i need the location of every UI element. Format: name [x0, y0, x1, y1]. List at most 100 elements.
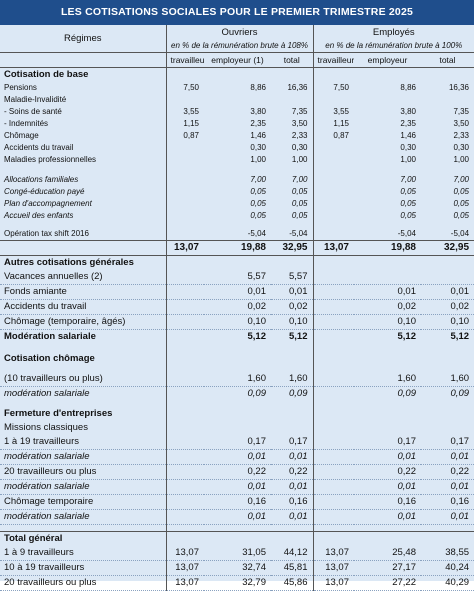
value-cell [354, 421, 421, 435]
value-cell [204, 407, 271, 421]
value-cell [312, 372, 354, 387]
value-cell: 7,00 [250, 175, 266, 184]
value-cell [271, 352, 313, 366]
value-cell [312, 174, 354, 186]
table-row: modération salariale 0,01 0,01 0,01 0,01 [0, 479, 474, 495]
row-label: Maladie-Invalidité [4, 95, 67, 104]
value-cell [421, 270, 474, 285]
value-cell: 0,01 [421, 284, 474, 300]
value-cell: 0,01 [354, 449, 421, 465]
value-cell [165, 352, 204, 366]
value-cell: 0,10 [354, 314, 421, 330]
value-cell [271, 407, 313, 421]
value-cell: 5,12 [397, 331, 417, 342]
value-cell: 0,05 [400, 187, 416, 196]
value-cell [165, 372, 204, 387]
value-cell [204, 166, 271, 174]
value-cell [354, 407, 421, 421]
value-cell: 5,12 [247, 331, 267, 342]
row-label: 1 à 19 travailleurs [0, 435, 166, 450]
row-label: Congé-éducation payé [4, 187, 85, 196]
value-cell: 0,01 [354, 509, 421, 525]
value-cell: 0,01 [354, 284, 421, 300]
value-cell [312, 299, 354, 315]
value-cell: 0,01 [271, 284, 313, 300]
table-row: Vacances annuelles (2) 5,57 5,57 [0, 270, 474, 285]
value-cell [165, 228, 204, 241]
value-cell: 0,09 [247, 388, 267, 399]
value-cell [165, 142, 204, 154]
value-cell: 13,07 [165, 575, 204, 591]
value-cell: 0,30 [453, 143, 470, 152]
value-cell: 0,05 [400, 211, 416, 220]
value-cell [312, 509, 354, 525]
value-cell [421, 94, 474, 106]
table-row: Accidents du travail 0,02 0,02 0,02 0,02 [0, 299, 474, 315]
value-cell: 45,86 [271, 575, 313, 591]
value-cell: 0,22 [421, 464, 474, 480]
row-label [0, 344, 166, 352]
row-label [0, 525, 166, 532]
value-cell: 32,79 [204, 575, 271, 591]
spacer-row [0, 166, 474, 174]
value-cell: 27,17 [354, 560, 421, 576]
page-title: LES COTISATIONS SOCIALES POUR LE PREMIER… [0, 0, 474, 25]
value-cell [312, 198, 354, 210]
value-cell [312, 352, 354, 366]
section-autres-title: Autres cotisations générales [0, 255, 474, 270]
value-cell: 0,87 [165, 130, 204, 142]
section-chomage-title: Cotisation chômage [0, 352, 474, 366]
table-row: Fonds amiante 0,01 0,01 0,01 0,01 [0, 284, 474, 300]
table-row: Accidents du travail 0,30 0,30 0,30 0,30 [0, 142, 474, 154]
value-cell [421, 68, 474, 83]
table-row: 1 à 19 travailleurs 0,17 0,17 0,17 0,17 [0, 435, 474, 450]
row-label: - Soins de santé [4, 107, 62, 116]
value-cell: 25,48 [354, 546, 421, 561]
row-label: Fermeture d'entreprises [4, 408, 113, 419]
row-label: 20 travailleurs ou plus [0, 575, 166, 591]
value-cell: 13,07 [312, 575, 354, 591]
value-cell: 0,09 [289, 388, 308, 399]
value-cell: 0,16 [271, 494, 313, 510]
value-cell [312, 421, 354, 435]
value-cell [312, 67, 354, 82]
value-cell: 0,02 [354, 299, 421, 315]
row-label: modération salariale [4, 388, 90, 399]
value-cell: 0,22 [204, 464, 271, 480]
spacer-row [0, 366, 474, 372]
table-row: Maladies professionnelles 1,00 1,00 1,00 1,0… [0, 154, 474, 166]
value-cell: -5,04 [247, 229, 266, 238]
col-travailleur-employes: travailleur [312, 52, 354, 68]
value-cell [421, 525, 474, 532]
value-cell: 13,07 [165, 240, 204, 256]
value-cell: 13,07 [165, 546, 204, 561]
value-cell: 1,60 [354, 372, 421, 387]
value-cell: 13,07 [312, 560, 354, 576]
value-cell [165, 174, 204, 186]
value-cell: 3,80 [250, 107, 266, 116]
value-cell [165, 314, 204, 330]
value-cell [165, 366, 204, 372]
value-cell: 2,35 [400, 119, 416, 128]
value-cell: 40,24 [421, 560, 474, 576]
value-cell: 27,22 [354, 575, 421, 591]
value-cell: 0,16 [204, 494, 271, 510]
value-cell: 2,33 [453, 131, 470, 140]
value-cell: 3,55 [165, 106, 204, 118]
table-row: (10 travailleurs ou plus) 1,60 1,60 1,60 1,6… [0, 372, 474, 387]
value-cell [165, 329, 204, 344]
table-row: Chômage (temporaire, âgés) 0,10 0,10 0,10 0,… [0, 314, 474, 330]
row-label: Opération tax shift 2016 [4, 229, 89, 238]
value-cell: 0,02 [271, 299, 313, 315]
value-cell: 0,10 [421, 314, 474, 330]
value-cell: 45,81 [271, 560, 313, 576]
value-cell [312, 449, 354, 465]
value-cell: 0,05 [453, 211, 470, 220]
value-cell [165, 210, 204, 222]
value-cell: 0,01 [421, 449, 474, 465]
table-row: Congé-éducation payé 0,05 0,05 0,05 0,05 [0, 186, 474, 198]
value-cell: 32,95 [271, 240, 313, 256]
value-cell [354, 525, 421, 532]
value-cell [312, 314, 354, 330]
value-cell [165, 449, 204, 465]
